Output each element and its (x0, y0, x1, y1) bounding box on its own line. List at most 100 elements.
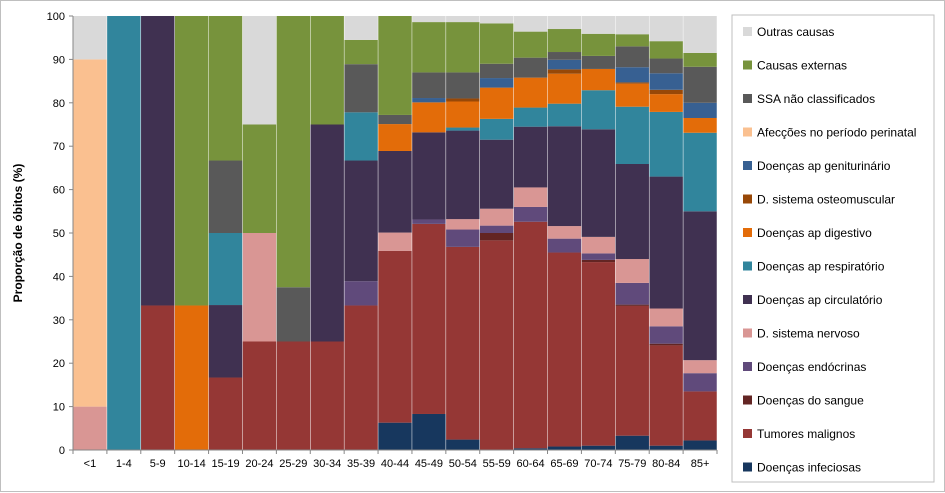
bar-segment (649, 41, 683, 59)
bar-segment (446, 101, 480, 128)
bar-segment (547, 446, 582, 450)
x-tick-label: 85+ (691, 458, 710, 470)
bar-segment (581, 236, 616, 254)
bar-segment (344, 16, 378, 40)
bar-segment (479, 139, 514, 209)
legend-label: Doenças ap digestivo (757, 226, 872, 240)
bar-segment (513, 126, 548, 188)
bar-segment (581, 129, 616, 237)
bar-segment (446, 229, 480, 247)
bar-segment (208, 160, 243, 233)
bar-segment (310, 124, 344, 342)
bar-segment (378, 250, 412, 423)
bar-segment (479, 16, 514, 24)
bar-segment (683, 102, 717, 118)
bar-segment (581, 90, 616, 130)
bar-segment (649, 345, 683, 446)
x-tick-label: 80-84 (652, 458, 680, 470)
bar-segment (615, 34, 649, 47)
x-tick-label: 30-34 (313, 458, 341, 470)
bar-segment (412, 413, 446, 450)
bar-segment (479, 118, 514, 140)
bar-segment (242, 124, 277, 233)
bar-segment (615, 305, 649, 436)
bar-segment (276, 341, 311, 450)
bar-segment (683, 16, 717, 53)
y-tick-label: 60 (53, 185, 65, 197)
bar-segment (581, 259, 616, 263)
bar-segment (174, 305, 209, 450)
bar-segment (446, 130, 480, 220)
bar-segment (547, 52, 582, 60)
bar-segment (547, 73, 582, 104)
bar-segment (547, 103, 582, 127)
y-tick-label: 40 (53, 271, 65, 283)
bar-segment (344, 112, 378, 161)
legend-swatch (743, 462, 752, 472)
bar-segment (547, 226, 582, 239)
bar-segment (683, 117, 717, 133)
bar-segment (242, 233, 277, 342)
bar-segment (615, 304, 649, 306)
bar-segment (649, 89, 683, 95)
bar-segment (412, 132, 446, 220)
bar-segment (446, 22, 480, 73)
bar-segment (412, 98, 446, 103)
legend-label: D. sistema nervoso (757, 327, 860, 341)
x-tick-label: 25-29 (279, 458, 307, 470)
bar-segment (683, 66, 717, 103)
bar-segment (446, 246, 480, 440)
legend-label: Outras causas (757, 25, 834, 39)
bar-segment (581, 262, 616, 446)
bar-segment (683, 211, 717, 361)
y-tick-label: 70 (53, 141, 65, 153)
bar-segment (107, 16, 141, 450)
bar-segment (615, 82, 649, 84)
bar-segment (683, 132, 717, 212)
bar-segment (242, 16, 277, 125)
bar-segment (547, 16, 582, 30)
bar-segment (344, 160, 378, 282)
bar-segment (649, 16, 683, 42)
bar-segment (479, 78, 514, 88)
x-tick-label: 70-74 (584, 458, 612, 470)
x-tick-label: 40-44 (381, 458, 409, 470)
bar-segment (547, 252, 582, 447)
legend-swatch (743, 194, 752, 204)
bar-segment (649, 73, 683, 90)
bar-segment (310, 16, 344, 125)
legend-swatch (743, 228, 752, 237)
bar-segment (513, 448, 548, 450)
y-tick-label: 10 (53, 402, 65, 414)
bar-segment (412, 223, 446, 414)
legend-swatch (743, 295, 752, 304)
bar-segment (547, 29, 582, 53)
bar-segment (683, 391, 717, 441)
bar-segment (73, 406, 107, 450)
bar-segment (513, 187, 548, 207)
bar-segment (73, 16, 107, 60)
bar-segment (412, 102, 446, 133)
bar-segment (378, 422, 412, 450)
bar-segment (446, 219, 480, 230)
bar-segment (615, 46, 649, 68)
bar-segment (581, 33, 616, 56)
bar-segment (581, 16, 616, 34)
bar-segment (615, 16, 649, 35)
x-tick-label: 50-54 (449, 458, 477, 470)
legend-label: SSA não classificados (757, 92, 875, 106)
bar-segment (683, 360, 717, 374)
legend-swatch (743, 27, 752, 36)
bar-segment (513, 16, 548, 32)
bar-segment (547, 59, 582, 70)
legend-swatch (743, 395, 752, 405)
bar-segment (513, 77, 548, 108)
x-tick-label: 1-4 (116, 458, 132, 470)
y-tick-label: 0 (59, 445, 65, 457)
legend: Outras causas Causas externas SSA não clas… (743, 25, 916, 475)
x-tick-label: 5-9 (150, 458, 166, 470)
bar-segment (513, 57, 548, 78)
bar-segment (581, 445, 616, 450)
x-tick-label: 10-14 (178, 458, 206, 470)
